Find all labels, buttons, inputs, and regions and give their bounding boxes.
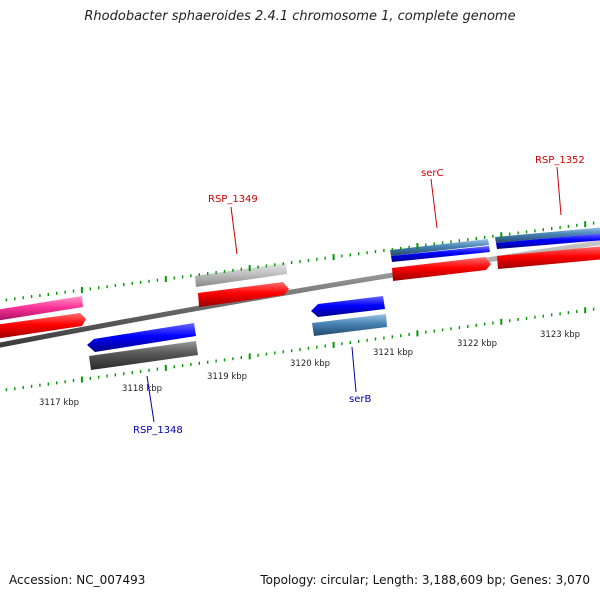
- leader-line-serc: [430, 178, 438, 229]
- topology-summary-text: Topology: circular; Length: 3,188,609 bp…: [260, 573, 590, 587]
- leader-line-rsp-1349: [230, 206, 238, 255]
- tick-label: 3120 kbp: [290, 359, 330, 369]
- leader-line-rsp-1352: [556, 166, 562, 216]
- blue-cds-arrow: [496, 233, 600, 249]
- red-cds-arrow: [392, 257, 491, 281]
- steel-blue-feature-arrow: [390, 239, 489, 256]
- gene-labels: RSP_1349 serC RSP_1352 RSP_1348 serB: [133, 155, 585, 436]
- lower-tick-track: [5, 307, 595, 392]
- tick-label: 3123 kbp: [540, 330, 580, 340]
- steel-blue-feature-arrow: [312, 314, 387, 336]
- tick-labels: 3117 kbp 3118 kbp 3119 kbp 3120 kbp 3121…: [39, 330, 580, 408]
- tick-label: 3117 kbp: [39, 398, 79, 408]
- gene-label-rsp-1352: RSP_1352: [535, 155, 585, 166]
- leader-line-rsp-1348: [146, 375, 155, 423]
- gene-label-rsp-1349: RSP_1349: [208, 194, 258, 205]
- reverse-strand-features: [87, 296, 387, 370]
- blue-cds-arrow: [311, 296, 385, 317]
- pink-feature-arrow: [0, 296, 83, 321]
- red-cds-arrow: [497, 246, 600, 269]
- gene-label-serb: serB: [349, 394, 371, 405]
- blue-cds-arrow: [391, 246, 490, 262]
- accession-text: Accession: NC_007493: [9, 573, 146, 587]
- map-title: Rhodobacter sphaeroides 2.4.1 chromosome…: [84, 9, 516, 24]
- red-cds-arrow: [0, 313, 86, 339]
- leader-line-serb: [351, 346, 357, 393]
- steel-blue-feature-arrow: [495, 227, 600, 243]
- red-cds-arrow: [198, 282, 289, 307]
- tick-label: 3122 kbp: [457, 339, 497, 349]
- tick-label: 3118 kbp: [122, 384, 162, 394]
- gray-feature-arrow: [195, 263, 287, 287]
- forward-strand-features: [0, 227, 600, 339]
- dark-gray-feature-arrow: [89, 341, 198, 370]
- blue-cds-arrow: [87, 323, 196, 352]
- gene-leader-lines: [146, 166, 562, 423]
- gene-label-rsp-1348: RSP_1348: [133, 425, 183, 436]
- upper-tick-track: [5, 221, 595, 302]
- tick-label: 3119 kbp: [207, 372, 247, 382]
- tick-label: 3121 kbp: [373, 348, 413, 358]
- gene-label-serc: serC: [421, 168, 443, 179]
